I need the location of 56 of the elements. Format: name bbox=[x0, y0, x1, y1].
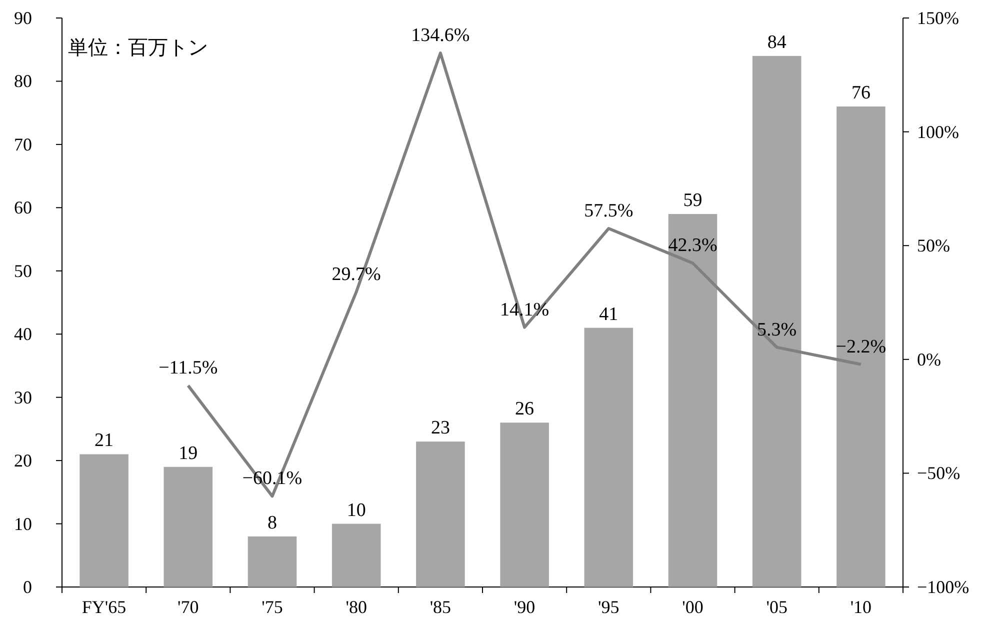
data-label: 8 bbox=[268, 512, 277, 534]
x-tick-label: '95 bbox=[598, 597, 620, 617]
y-tick-label: 70 bbox=[14, 134, 32, 154]
data-label: 134.6% bbox=[411, 25, 470, 46]
data-label: 57.5% bbox=[584, 200, 634, 222]
y2-tick-label: 0% bbox=[917, 349, 941, 370]
data-label: 42.3% bbox=[668, 235, 718, 256]
data-label: −11.5% bbox=[158, 358, 218, 379]
y2-tick-label: 150% bbox=[917, 8, 959, 28]
bar bbox=[332, 524, 381, 587]
y-tick-label: 40 bbox=[14, 324, 32, 344]
data-label: 23 bbox=[430, 418, 450, 439]
bar bbox=[416, 442, 465, 587]
bar bbox=[584, 328, 634, 587]
data-label: 5.3% bbox=[757, 319, 797, 340]
data-label: 76 bbox=[851, 82, 870, 104]
data-label: −60.1% bbox=[242, 468, 302, 490]
data-label: 10 bbox=[346, 500, 366, 521]
data-label: −2.2% bbox=[836, 336, 886, 358]
bar bbox=[752, 56, 802, 587]
bar bbox=[836, 106, 886, 587]
x-tick-label: FY'65 bbox=[82, 597, 126, 617]
data-label: 19 bbox=[178, 442, 198, 464]
y-tick-label: 50 bbox=[14, 260, 32, 281]
y2-tick-label: 100% bbox=[917, 122, 959, 142]
x-tick-label: '00 bbox=[682, 597, 704, 617]
y2-tick-label: −100% bbox=[917, 577, 970, 597]
bar bbox=[80, 454, 128, 587]
annotation: 単位：百万トン bbox=[68, 37, 208, 59]
bar bbox=[668, 214, 718, 587]
x-tick-label: '85 bbox=[430, 597, 452, 617]
x-tick-label: '90 bbox=[514, 597, 536, 617]
x-tick-label: '70 bbox=[178, 597, 199, 617]
data-label: 59 bbox=[683, 190, 702, 211]
y-tick-label: 10 bbox=[14, 514, 32, 534]
y2-tick-label: 50% bbox=[917, 236, 950, 256]
y-tick-label: 90 bbox=[14, 8, 32, 28]
data-label: 41 bbox=[599, 304, 618, 325]
y-tick-label: 60 bbox=[14, 198, 32, 218]
y-tick-label: 0 bbox=[23, 577, 32, 597]
data-label: 84 bbox=[767, 32, 787, 53]
y-tick-label: 20 bbox=[14, 450, 32, 471]
data-label: 26 bbox=[515, 398, 534, 420]
y-tick-label: 80 bbox=[14, 71, 32, 92]
data-label: 21 bbox=[94, 430, 114, 452]
x-tick-label: '10 bbox=[850, 597, 872, 617]
bar bbox=[164, 466, 213, 587]
bar bbox=[500, 422, 549, 587]
bar bbox=[248, 536, 297, 587]
y2-tick-label: −50% bbox=[917, 463, 960, 484]
data-label: 29.7% bbox=[332, 264, 382, 285]
x-tick-label: '05 bbox=[766, 597, 788, 617]
x-tick-label: '80 bbox=[346, 597, 367, 617]
x-tick-label: '75 bbox=[262, 597, 283, 617]
data-label: 14.1% bbox=[500, 299, 550, 320]
y-tick-label: 30 bbox=[14, 387, 32, 408]
